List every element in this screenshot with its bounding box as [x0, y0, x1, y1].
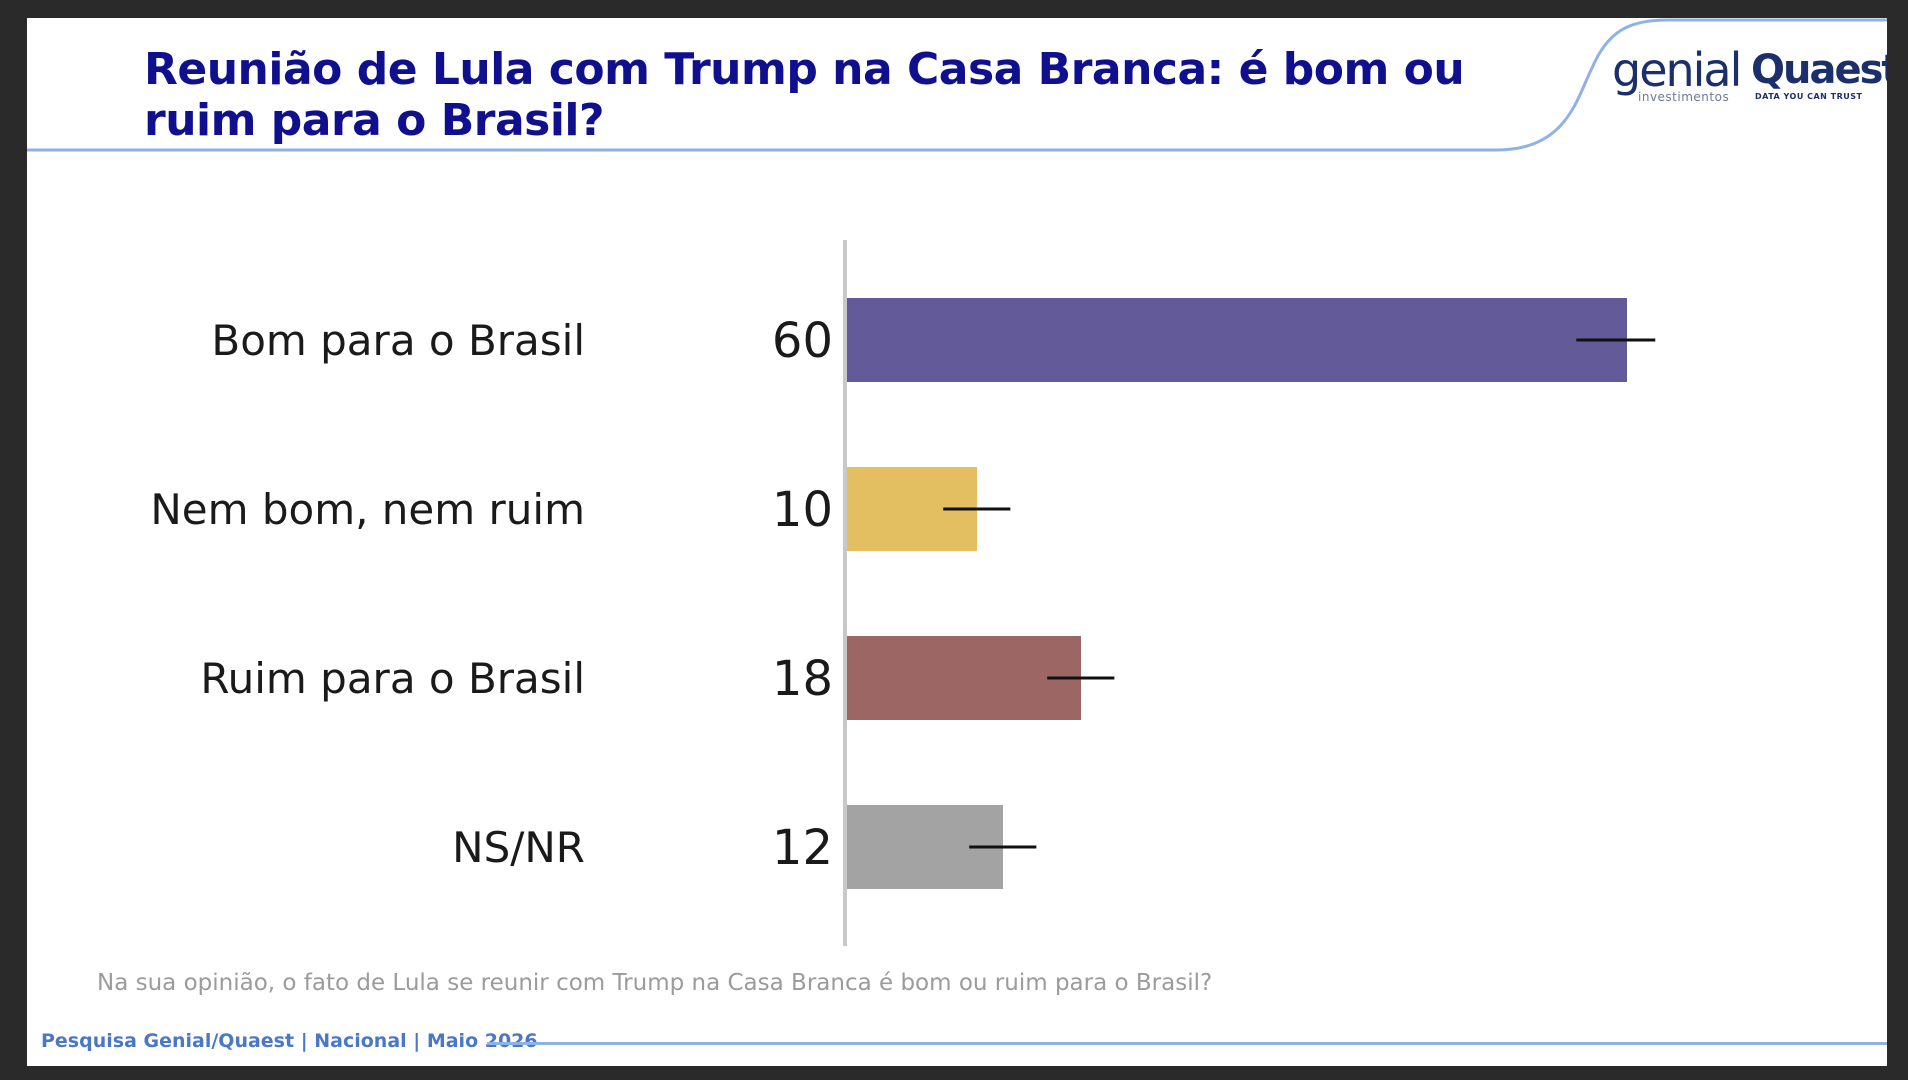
survey-question: Na sua opinião, o fato de Lula se reunir…: [97, 970, 1213, 996]
category-label: Bom para o Brasil: [211, 316, 585, 365]
data-label: 18: [772, 651, 833, 707]
bar: [847, 298, 1627, 382]
header-divider: [27, 18, 1887, 152]
page-title: Reunião de Lula com Trump na Casa Branca…: [144, 44, 1465, 146]
quaest-logo-text: Quaest: [1751, 47, 1887, 93]
data-label: 10: [772, 482, 833, 538]
category-label: Nem bom, nem ruim: [150, 485, 585, 534]
footer-divider: [487, 1042, 1887, 1045]
slide: Reunião de Lula com Trump na Casa Branca…: [27, 18, 1887, 1066]
footer-source: Pesquisa Genial/Quaest | Nacional | Maio…: [41, 1030, 538, 1052]
genial-logo-subtext: investimentos: [1638, 90, 1730, 104]
category-label: NS/NR: [452, 823, 585, 872]
bar-chart: Bom para o Brasil 60 Nem bom, nem ruim 10 Ru…: [150, 240, 1656, 946]
quaest-logo-subtext: DATA YOU CAN TRUST: [1755, 92, 1863, 101]
genial-logo-text: genial: [1612, 43, 1742, 97]
genial-logo: genial investimentos: [1612, 43, 1742, 104]
category-label: Ruim para o Brasil: [200, 654, 585, 703]
bar: [847, 636, 1081, 720]
quaest-logo: Quaest DATA YOU CAN TRUST: [1751, 46, 1887, 101]
data-label: 60: [772, 313, 833, 369]
data-label: 12: [772, 820, 833, 876]
